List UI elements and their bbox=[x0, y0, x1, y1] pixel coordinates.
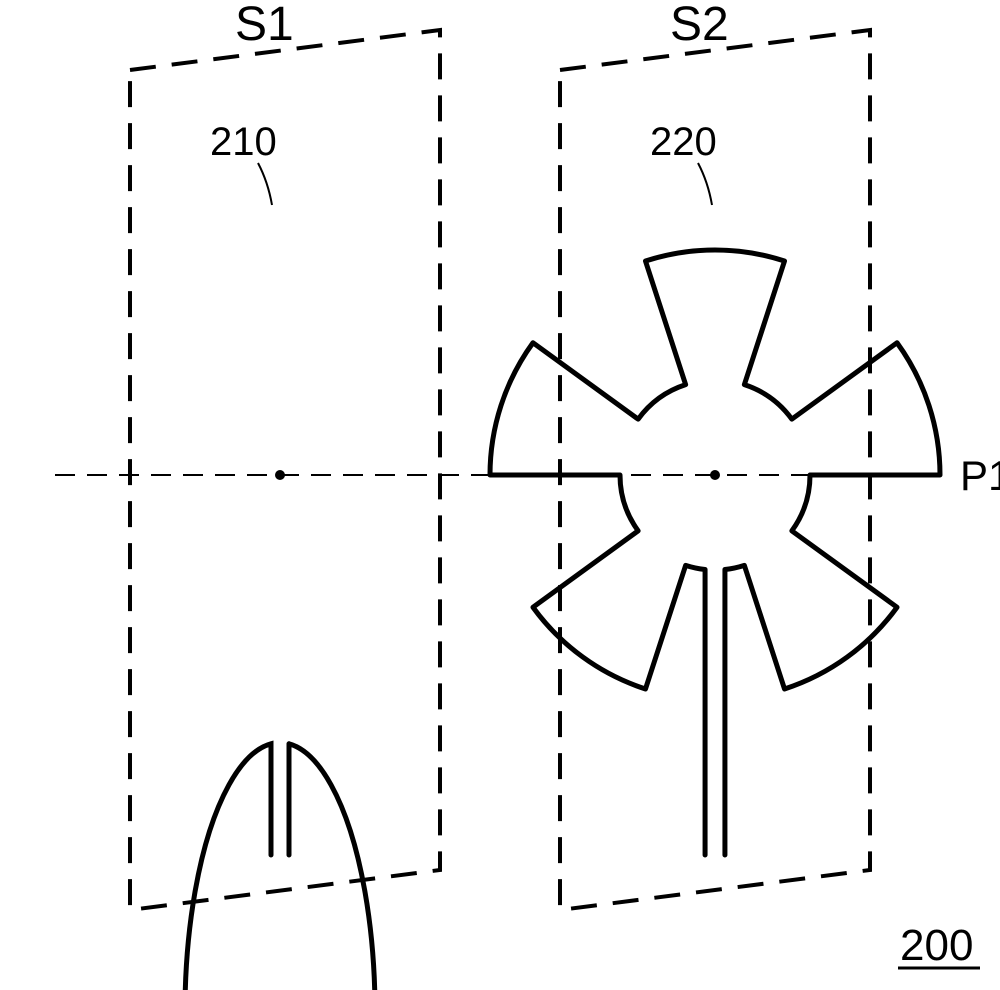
panel-s1: S1 210 bbox=[130, 0, 440, 990]
loop-fan bbox=[490, 250, 940, 855]
panel-title: S2 bbox=[670, 0, 729, 51]
item-ref-leader bbox=[698, 163, 712, 205]
item-ref-label: 220 bbox=[650, 120, 717, 164]
panel-s2: S2 220 bbox=[490, 0, 940, 910]
center-dot bbox=[275, 470, 285, 480]
panel-title: S1 bbox=[235, 0, 294, 51]
item-ref-leader bbox=[258, 163, 272, 205]
center-dot bbox=[710, 470, 720, 480]
figure-ref-label: 200 bbox=[900, 921, 973, 970]
item-ref-label: 210 bbox=[210, 120, 277, 164]
panel-frame bbox=[130, 30, 440, 910]
loop-ellipse bbox=[185, 744, 375, 990]
axis-label-p1: P1 bbox=[960, 452, 1000, 499]
